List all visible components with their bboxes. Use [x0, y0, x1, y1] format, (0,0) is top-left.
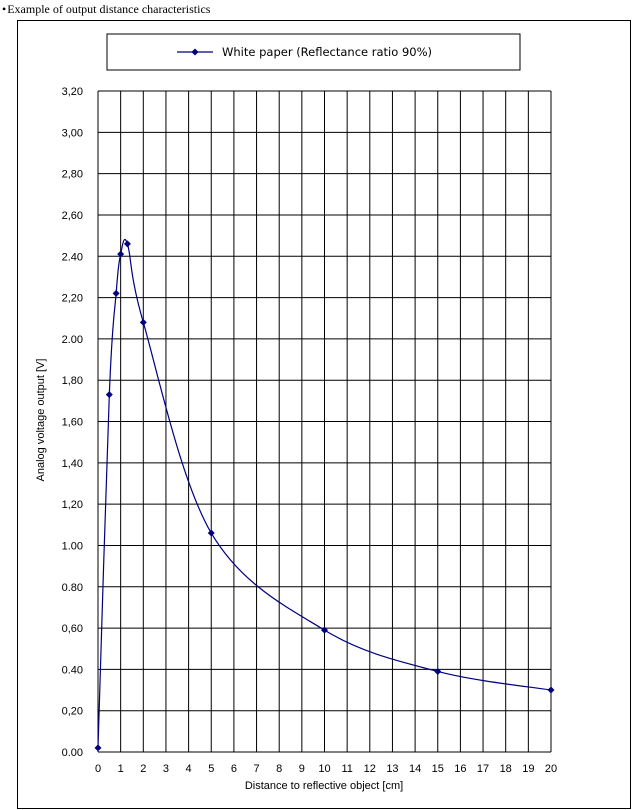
x-tick-label: 20 [545, 763, 557, 775]
x-tick-label: 0 [95, 763, 101, 775]
legend-marker-icon [191, 48, 199, 56]
x-tick-label: 18 [500, 763, 512, 775]
x-tick-label: 19 [522, 763, 534, 775]
x-tick-label: 4 [186, 763, 192, 775]
x-tick-label: 3 [163, 763, 169, 775]
y-tick-label: 0.40 [62, 664, 83, 676]
y-tick-label: 1,20 [62, 499, 83, 511]
y-tick-label: 2.00 [62, 334, 83, 346]
x-tick-label: 6 [231, 763, 237, 775]
x-tick-label: 5 [208, 763, 214, 775]
x-tick-label: 2 [140, 763, 146, 775]
legend-box [106, 33, 521, 71]
data-point-marker [105, 391, 113, 399]
y-tick-label: 0,60 [62, 623, 83, 635]
legend: White paper (Reflectance ratio 90%) [106, 33, 521, 71]
data-point-marker [94, 744, 102, 752]
y-tick-label: 0.80 [62, 582, 83, 594]
y-axis-ticks: 0.00 0,20 0.40 0,60 0.80 1.00 1,20 1,40 1,60 1,80… [62, 86, 83, 759]
y-axis-title: Analog voltage output [V] [35, 359, 47, 482]
y-tick-label: 1.00 [62, 540, 83, 552]
x-tick-label: 1 [118, 763, 124, 775]
y-tick-label: 2,80 [62, 169, 83, 181]
data-point-marker [207, 529, 215, 537]
data-point-marker [547, 686, 555, 694]
y-tick-label: 1,80 [62, 375, 83, 387]
x-tick-label: 12 [364, 763, 376, 775]
y-tick-label: 1,60 [62, 417, 83, 429]
x-tick-label: 11 [341, 763, 352, 775]
y-tick-label: 1,40 [62, 458, 83, 470]
data-point-marker [139, 318, 147, 326]
data-point-marker [123, 240, 131, 248]
x-tick-label: 16 [454, 763, 466, 775]
y-tick-label: 3,00 [62, 127, 83, 139]
x-tick-label: 17 [477, 763, 489, 775]
data-series [94, 238, 555, 752]
x-tick-label: 10 [318, 763, 330, 775]
x-tick-label: 13 [386, 763, 398, 775]
y-tick-label: 0,20 [62, 706, 83, 718]
data-point-marker [434, 667, 442, 675]
y-tick-label: 2,60 [62, 210, 83, 222]
x-axis-title: Distance to reflective object [cm] [245, 780, 403, 792]
x-tick-label: 14 [409, 763, 421, 775]
chart-frame [17, 20, 631, 809]
legend-label: White paper (Reflectance ratio 90%) [222, 45, 432, 59]
x-axis-ticks: 0 1 2 3 4 5 6 7 8 9 10 11 12 13 14 15 16 17 18 19 20 [95, 763, 557, 775]
grid [97, 90, 552, 753]
x-tick-label: 7 [253, 763, 259, 775]
page-caption: •Example of output distance characterist… [2, 2, 210, 17]
data-point-marker [117, 250, 125, 258]
data-point-marker [321, 626, 328, 634]
data-point-marker [112, 289, 120, 297]
x-tick-label: 15 [432, 763, 444, 775]
x-tick-label: 8 [276, 763, 282, 775]
y-tick-label: 3,20 [62, 86, 83, 98]
caption-bullet: • [2, 2, 7, 16]
caption-text: Example of output distance characteristi… [7, 2, 211, 16]
x-tick-label: 9 [299, 763, 305, 775]
y-tick-label: 0.00 [62, 747, 83, 759]
y-tick-label: 2.40 [62, 251, 83, 263]
y-tick-label: 2,20 [62, 293, 83, 305]
